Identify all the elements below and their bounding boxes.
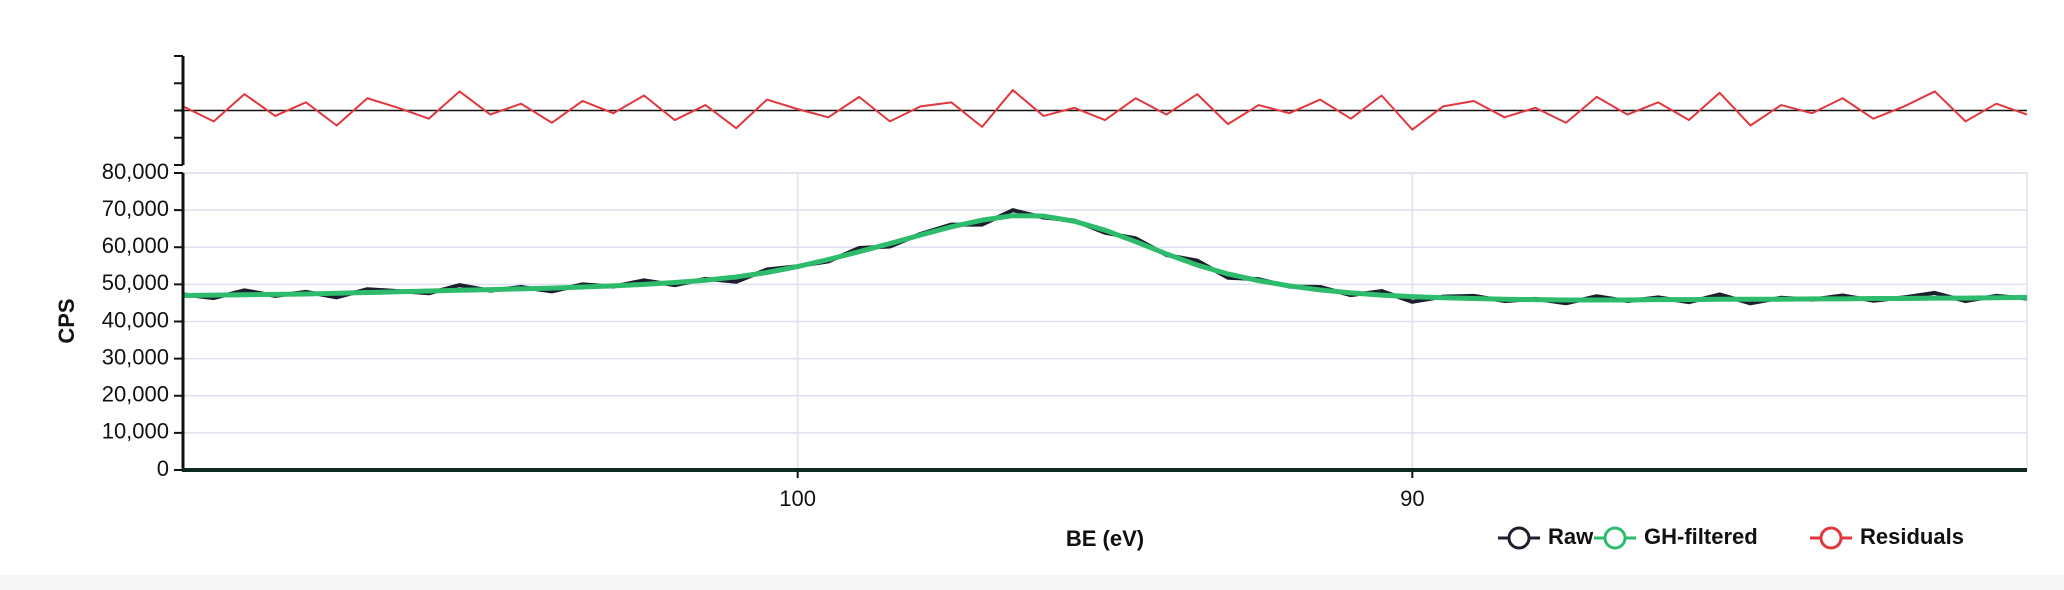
legend-label[interactable]: Raw	[1548, 524, 1594, 549]
y-tick-label: 70,000	[102, 196, 169, 221]
y-tick-label: 80,000	[102, 159, 169, 184]
legend-marker[interactable]	[1819, 526, 1843, 550]
y-tick-label: 60,000	[102, 233, 169, 258]
legend-marker[interactable]	[1603, 526, 1627, 550]
y-tick-label: 10,000	[102, 419, 169, 444]
x-tick-label: 90	[1400, 486, 1424, 511]
y-tick-label: 0	[157, 456, 169, 481]
footer-band	[0, 575, 2064, 590]
y-axis-title: CPS	[54, 298, 79, 343]
y-tick-label: 20,000	[102, 382, 169, 407]
series-line	[182, 89, 2028, 131]
legend-marker[interactable]	[1507, 526, 1531, 550]
x-tick-label: 100	[779, 486, 816, 511]
x-axis-title: BE (eV)	[1066, 526, 1144, 551]
y-tick-label: 50,000	[102, 270, 169, 295]
series-line	[182, 213, 2028, 303]
y-tick-label: 40,000	[102, 307, 169, 332]
legend-label[interactable]: Residuals	[1860, 524, 1964, 549]
legend-label[interactable]: GH-filtered	[1644, 524, 1758, 549]
y-tick-label: 30,000	[102, 344, 169, 369]
